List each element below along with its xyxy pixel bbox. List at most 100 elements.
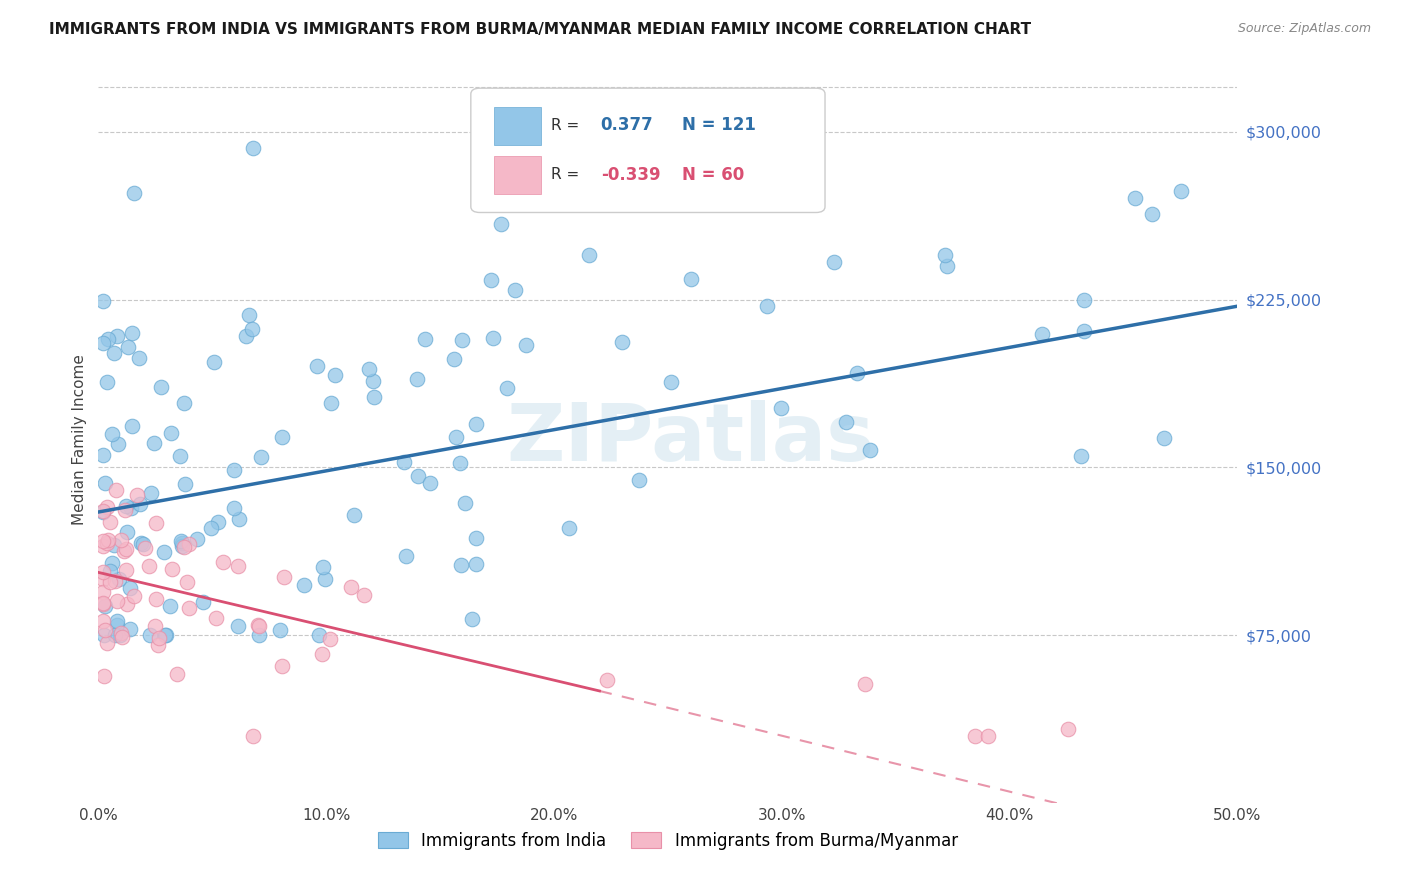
Point [1073, 325, 1095, 339]
Point [222, 463, 245, 477]
Point [450, 333, 472, 347]
Text: R =: R = [551, 118, 583, 133]
Point [612, 334, 634, 349]
Point [226, 559, 249, 574]
Text: N = 121: N = 121 [682, 116, 755, 135]
Point [177, 537, 200, 551]
Point [242, 729, 264, 743]
Y-axis label: Median Family Income: Median Family Income [72, 354, 87, 524]
Point [250, 450, 273, 464]
Point [314, 572, 336, 586]
Point [145, 516, 167, 530]
Point [108, 628, 131, 642]
Point [177, 600, 200, 615]
Point [207, 516, 229, 530]
Point [176, 575, 198, 590]
Point [659, 376, 682, 390]
Point [311, 647, 333, 661]
Point [105, 614, 128, 628]
Point [1031, 326, 1053, 341]
Text: 0.377: 0.377 [600, 116, 654, 135]
Point [96, 536, 118, 550]
Point [627, 473, 650, 487]
Text: -0.339: -0.339 [600, 166, 661, 184]
Text: IMMIGRANTS FROM INDIA VS IMMIGRANTS FROM BURMA/MYANMAR MEDIAN FAMILY INCOME CORR: IMMIGRANTS FROM INDIA VS IMMIGRANTS FROM… [49, 22, 1032, 37]
Point [845, 366, 868, 380]
Point [169, 449, 191, 463]
Point [308, 628, 330, 642]
Point [464, 531, 486, 545]
Point [104, 574, 127, 589]
Point [91, 597, 114, 611]
Point [91, 534, 114, 549]
Point [212, 555, 235, 569]
Point [170, 534, 193, 549]
FancyBboxPatch shape [494, 156, 541, 194]
Point [756, 300, 779, 314]
Point [394, 549, 416, 564]
Legend: Immigrants from India, Immigrants from Burma/Myanmar: Immigrants from India, Immigrants from B… [371, 825, 965, 856]
Point [98, 564, 121, 578]
Text: Source: ZipAtlas.com: Source: ZipAtlas.com [1237, 22, 1371, 36]
Point [465, 417, 488, 431]
Point [114, 499, 136, 513]
Point [449, 456, 471, 470]
Point [1140, 207, 1163, 221]
Point [823, 255, 845, 269]
Point [578, 248, 600, 262]
FancyBboxPatch shape [471, 88, 825, 212]
Point [93, 628, 115, 642]
Point [173, 540, 195, 554]
Point [101, 426, 124, 441]
Point [1057, 723, 1080, 737]
Point [91, 503, 114, 517]
Point [450, 558, 472, 573]
Point [107, 436, 129, 450]
Point [93, 599, 115, 614]
Point [482, 331, 505, 345]
Point [103, 538, 125, 552]
Point [170, 535, 193, 549]
Point [110, 626, 132, 640]
Point [124, 186, 146, 201]
Point [155, 628, 177, 642]
Point [406, 469, 429, 483]
Point [934, 248, 956, 262]
Point [105, 329, 128, 343]
Point [834, 415, 856, 429]
Point [464, 557, 486, 571]
Point [121, 326, 143, 341]
Point [146, 639, 169, 653]
Point [91, 565, 114, 579]
FancyBboxPatch shape [494, 107, 541, 145]
Point [413, 332, 436, 346]
Point [91, 597, 114, 611]
Point [353, 588, 375, 602]
Point [270, 430, 292, 444]
Point [97, 533, 120, 547]
Point [359, 362, 381, 376]
Point [132, 537, 155, 551]
Point [200, 521, 222, 535]
Point [443, 351, 465, 366]
Point [461, 612, 484, 626]
Point [202, 355, 225, 369]
Point [117, 525, 139, 540]
Point [1153, 431, 1175, 445]
Point [392, 455, 415, 469]
Point [155, 628, 177, 642]
Point [361, 374, 384, 388]
Point [557, 521, 579, 535]
Point [505, 283, 527, 297]
Point [270, 658, 292, 673]
Point [419, 475, 441, 490]
Point [319, 632, 342, 647]
Point [114, 503, 136, 517]
Point [339, 580, 361, 594]
Point [343, 508, 366, 522]
Point [153, 545, 176, 559]
Point [204, 611, 226, 625]
Point [112, 544, 135, 558]
Point [145, 591, 167, 606]
Point [100, 515, 122, 529]
